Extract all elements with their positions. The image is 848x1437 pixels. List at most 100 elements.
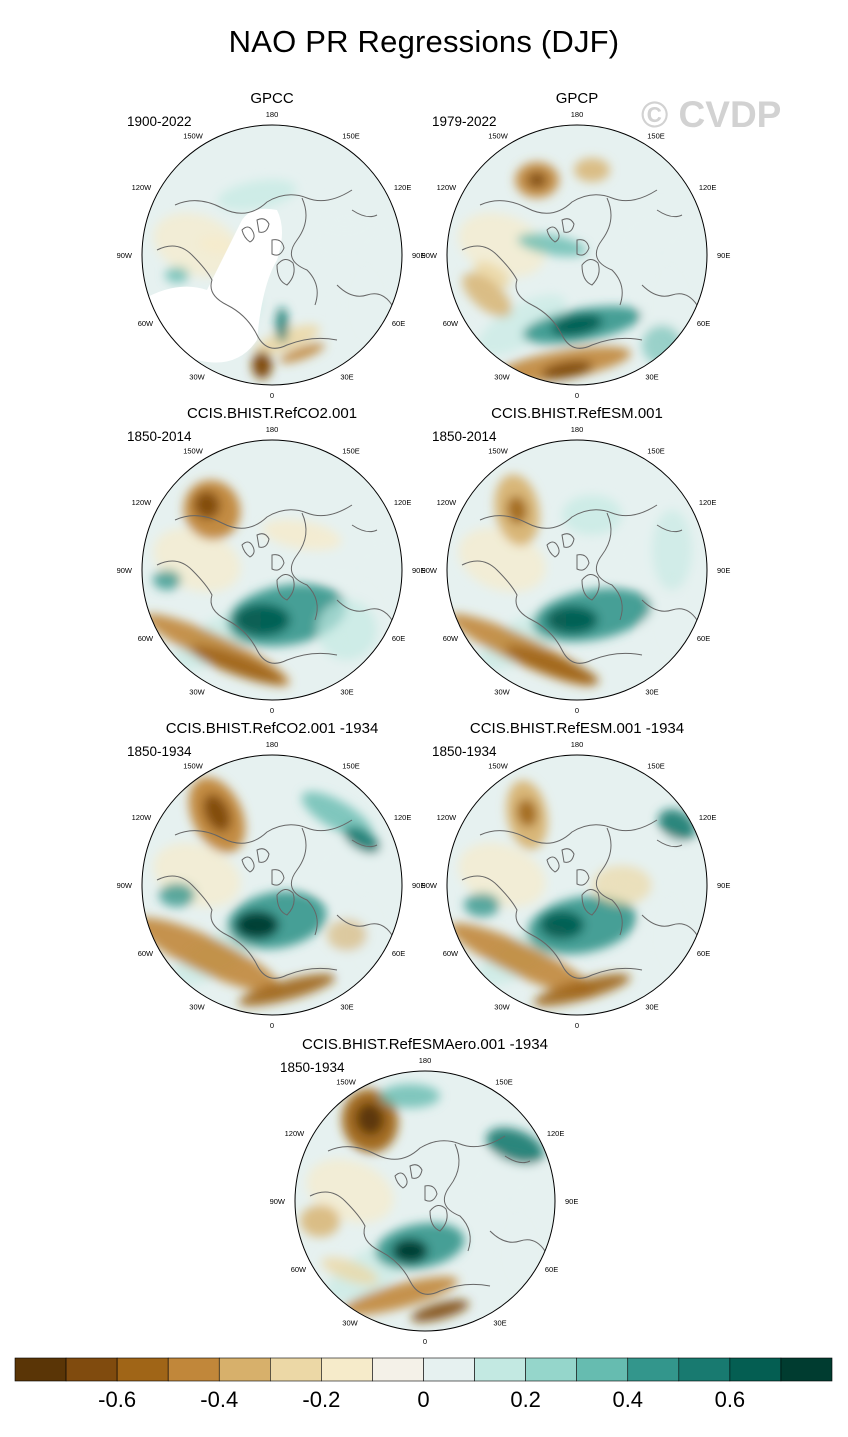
anomaly-blob	[159, 883, 195, 907]
coastline	[271, 869, 285, 886]
longitude-label: 150E	[647, 131, 665, 140]
anomaly-blob	[574, 158, 610, 182]
longitude-label: 180	[266, 110, 279, 119]
anomaly-blob	[562, 495, 622, 535]
longitude-label: 150W	[488, 761, 509, 770]
longitude-label: 150W	[183, 761, 204, 770]
longitude-label: 150E	[342, 131, 360, 140]
coastlines	[156, 504, 393, 664]
map-panel: CCIS.BHIST.RefCO2.001 180 150E 120E 90E 60E 30…	[117, 405, 426, 715]
polar-map: 180 150E 120E 90E 60E 30E 0 30W 60W 90W 120W 150W	[422, 110, 731, 400]
colorbar-box	[780, 1357, 833, 1382]
coastline	[595, 512, 623, 621]
map-panel: CCIS.BHIST.RefESMAero.001 -1934 180 150E 12…	[270, 1036, 579, 1346]
longitude-label: 0	[575, 391, 579, 400]
anomaly-blob	[252, 351, 272, 379]
coastline	[256, 848, 270, 863]
longitude-label: 180	[266, 425, 279, 434]
coastline	[531, 304, 643, 349]
anomaly-blob	[449, 923, 595, 997]
coastline	[581, 574, 600, 601]
anomaly-blob	[477, 294, 567, 356]
coastline	[546, 856, 560, 873]
map-panel: GPCP 180 150E 120E 90E 60E 30E 0 30W 60W 90W 120W 15…	[422, 90, 731, 400]
anomaly-blob	[517, 233, 587, 257]
longitude-label: 120W	[285, 1129, 306, 1138]
coastline	[290, 512, 318, 621]
coastline	[241, 226, 255, 243]
anomaly-blob	[486, 1127, 544, 1165]
longitude-label: 60E	[392, 949, 405, 958]
longitude-label: 30W	[189, 688, 205, 697]
precip-field	[447, 440, 707, 700]
panel-years: 1850-1934	[280, 1060, 345, 1075]
coastline	[656, 209, 683, 218]
anomaly-blob	[516, 799, 538, 827]
longitude-label: 0	[270, 391, 274, 400]
colorbar-box	[14, 1357, 67, 1382]
longitude-label: 30E	[340, 688, 353, 697]
anomaly-blob	[613, 205, 691, 265]
precip-field	[142, 755, 402, 1015]
longitude-label: 120E	[547, 1129, 565, 1138]
colorbar-tick-label: 0.4	[612, 1387, 643, 1412]
coastline	[156, 245, 228, 306]
longitude-label: 180	[266, 740, 279, 749]
anomaly-blob	[458, 842, 546, 908]
map-border	[141, 124, 403, 386]
coastlines	[461, 819, 698, 979]
coastline	[336, 599, 393, 621]
longitude-label: 60W	[138, 949, 154, 958]
longitude-label: 30E	[340, 373, 353, 382]
coastline	[174, 504, 353, 529]
anomaly-blob	[458, 212, 546, 278]
anomaly-blob	[355, 1103, 385, 1135]
longitude-label: 90W	[270, 1197, 286, 1206]
anomaly-blob	[153, 570, 181, 590]
longitude-label: 150W	[488, 131, 509, 140]
longitude-label: 30W	[189, 373, 205, 382]
colorbar-box	[576, 1357, 629, 1382]
longitude-label: 150W	[488, 446, 509, 455]
longitude-label: 90E	[565, 1197, 578, 1206]
figure-title: NAO PR Regressions (DJF)	[228, 24, 620, 59]
coastline	[576, 554, 590, 571]
coastline	[327, 1135, 506, 1160]
longitude-label: 150E	[647, 761, 665, 770]
longitude-label: 30W	[342, 1319, 358, 1328]
longitude-label: 120E	[699, 498, 717, 507]
longitude-label: 30E	[493, 1319, 506, 1328]
anomaly-blob	[540, 911, 584, 939]
anomaly-blob	[321, 1257, 379, 1285]
longitude-label: 60E	[392, 634, 405, 643]
colorbar-box	[218, 1357, 271, 1382]
coastline	[156, 875, 228, 936]
colorbar-box	[167, 1357, 220, 1382]
coastline	[489, 1230, 546, 1252]
coastline	[271, 239, 285, 256]
anomaly-blob	[300, 1205, 340, 1237]
coastline	[461, 560, 533, 621]
longitude-label: 150E	[342, 446, 360, 455]
polar-map: 180 150E 120E 90E 60E 30E 0 30W 60W 90W 120W 150W	[117, 425, 426, 715]
anomaly-blob	[490, 1201, 550, 1301]
coastline	[156, 560, 228, 621]
anomaly-blob	[203, 794, 231, 832]
longitude-label: 120W	[132, 498, 153, 507]
coastline	[241, 541, 255, 558]
map-panel: CCIS.BHIST.RefCO2.001 -1934 180 150E 120E 90…	[117, 720, 426, 1030]
map-border	[141, 754, 403, 1016]
anomaly-blob	[642, 325, 682, 365]
longitude-label: 30W	[494, 373, 510, 382]
panel-years: 1900-2022	[127, 114, 192, 129]
anomaly-blob	[317, 600, 377, 660]
colorbar-tick-label: 0.6	[715, 1387, 746, 1412]
longitude-label: 30E	[645, 1003, 658, 1012]
coastline	[174, 819, 353, 844]
coastline	[576, 239, 590, 256]
coastline	[271, 554, 285, 571]
coastline	[226, 619, 338, 664]
panel-title: CCIS.BHIST.RefESM.001 -1934	[469, 720, 685, 737]
coastline	[595, 827, 623, 936]
coastline	[290, 827, 318, 936]
